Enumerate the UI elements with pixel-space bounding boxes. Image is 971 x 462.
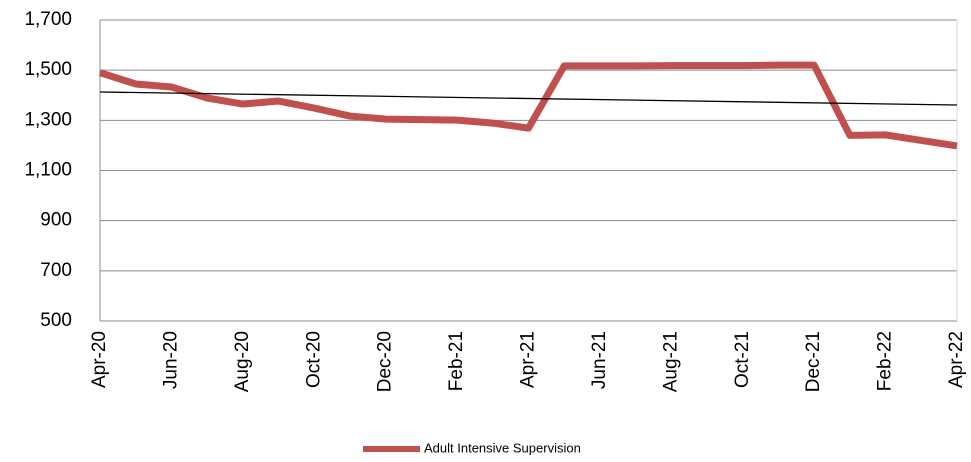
- x-tick-label: Jun-20: [160, 331, 181, 389]
- x-tick-label: Apr-22: [946, 331, 967, 388]
- y-tick-label: 1,300: [24, 109, 72, 130]
- y-tick-label: 500: [40, 310, 72, 331]
- x-tick-label: Dec-21: [803, 331, 824, 392]
- x-tick-label: Feb-21: [446, 331, 467, 391]
- y-tick-label: 700: [40, 260, 72, 281]
- x-tick-label: Apr-21: [518, 331, 539, 388]
- trendline: [99, 91, 958, 106]
- y-tick-label: 1,100: [24, 160, 72, 181]
- x-tick-label: Dec-20: [375, 331, 396, 392]
- x-tick-label: Aug-20: [232, 331, 253, 392]
- x-tick-label: Aug-21: [660, 331, 681, 392]
- series-line: [98, 61, 958, 150]
- y-tick-label: 900: [40, 210, 72, 231]
- x-tick-label: Jun-21: [589, 331, 610, 389]
- legend-label: Adult Intensive Supervision: [424, 440, 581, 455]
- x-tick-label: Feb-22: [875, 331, 896, 391]
- y-tick-label: 1,500: [24, 59, 72, 80]
- x-tick-label: Apr-20: [89, 331, 110, 388]
- y-tick-label: 1,700: [24, 9, 72, 30]
- x-tick-label: Oct-21: [732, 331, 753, 388]
- x-tick-label: Oct-20: [303, 331, 324, 388]
